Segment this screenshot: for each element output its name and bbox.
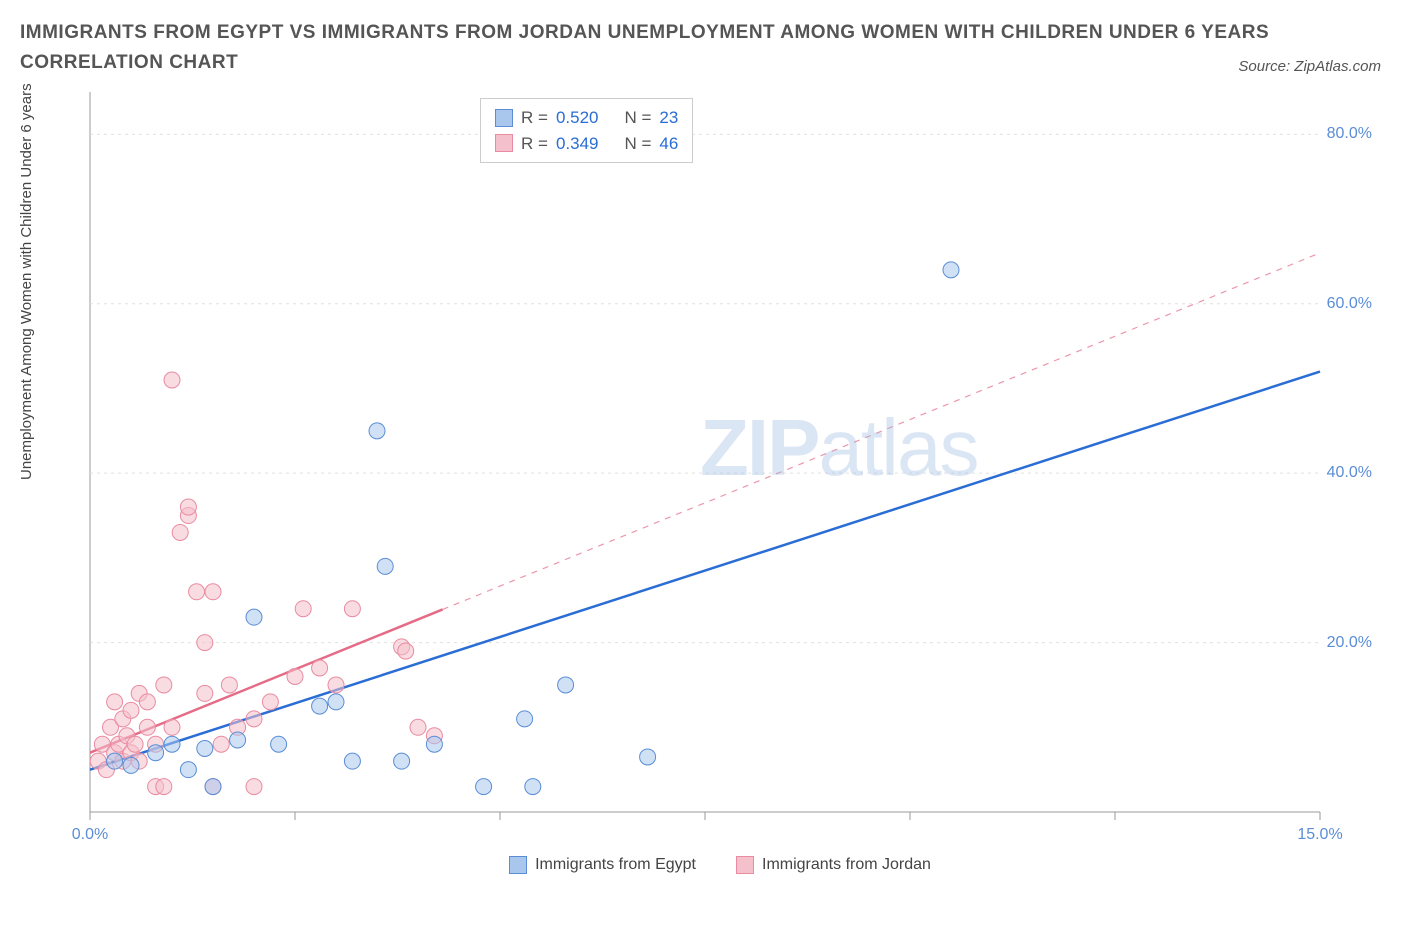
y-axis-label: Unemployment Among Women with Children U…: [18, 83, 35, 480]
y-tick-label: 80.0%: [1327, 125, 1372, 143]
source-prefix: Source:: [1238, 58, 1294, 75]
chart-title-block: IMMIGRANTS FROM EGYPT VS IMMIGRANTS FROM…: [0, 0, 1406, 79]
legend-item-series2: Immigrants from Jordan: [736, 856, 931, 874]
swatch-series2: [495, 134, 513, 152]
scatter-plot-svg: [60, 92, 1380, 852]
legend-swatch-series2: [736, 856, 754, 874]
r-label-1: R =: [521, 105, 548, 131]
r-label-2: R =: [521, 131, 548, 157]
chart-title-line1: IMMIGRANTS FROM EGYPT VS IMMIGRANTS FROM…: [20, 18, 1386, 48]
bottom-legend: Immigrants from Egypt Immigrants from Jo…: [60, 856, 1380, 874]
legend-label-series2: Immigrants from Jordan: [762, 856, 931, 874]
source-attribution: Source: ZipAtlas.com: [1238, 58, 1381, 75]
y-tick-label: 40.0%: [1327, 464, 1372, 482]
y-tick-label: 60.0%: [1327, 295, 1372, 313]
legend-swatch-series1: [509, 856, 527, 874]
swatch-series1: [495, 109, 513, 127]
stats-row-series1: R = 0.520 N = 23: [495, 105, 678, 131]
source-name: ZipAtlas.com: [1294, 58, 1381, 75]
n-value-1: 23: [659, 105, 678, 131]
n-label-2: N =: [624, 131, 651, 157]
stats-row-series2: R = 0.349 N = 46: [495, 131, 678, 157]
n-label-1: N =: [624, 105, 651, 131]
x-tick-label: 0.0%: [72, 826, 108, 844]
n-value-2: 46: [659, 131, 678, 157]
r-value-1: 0.520: [556, 105, 599, 131]
legend-label-series1: Immigrants from Egypt: [535, 856, 696, 874]
r-value-2: 0.349: [556, 131, 599, 157]
x-tick-label: 15.0%: [1297, 826, 1342, 844]
chart-title-line2: CORRELATION CHART: [20, 48, 1386, 78]
correlation-stats-box: R = 0.520 N = 23 R = 0.349 N = 46: [480, 98, 693, 163]
chart-area: R = 0.520 N = 23 R = 0.349 N = 46 ZIPatl…: [60, 92, 1380, 882]
legend-item-series1: Immigrants from Egypt: [509, 856, 696, 874]
y-tick-label: 20.0%: [1327, 634, 1372, 652]
